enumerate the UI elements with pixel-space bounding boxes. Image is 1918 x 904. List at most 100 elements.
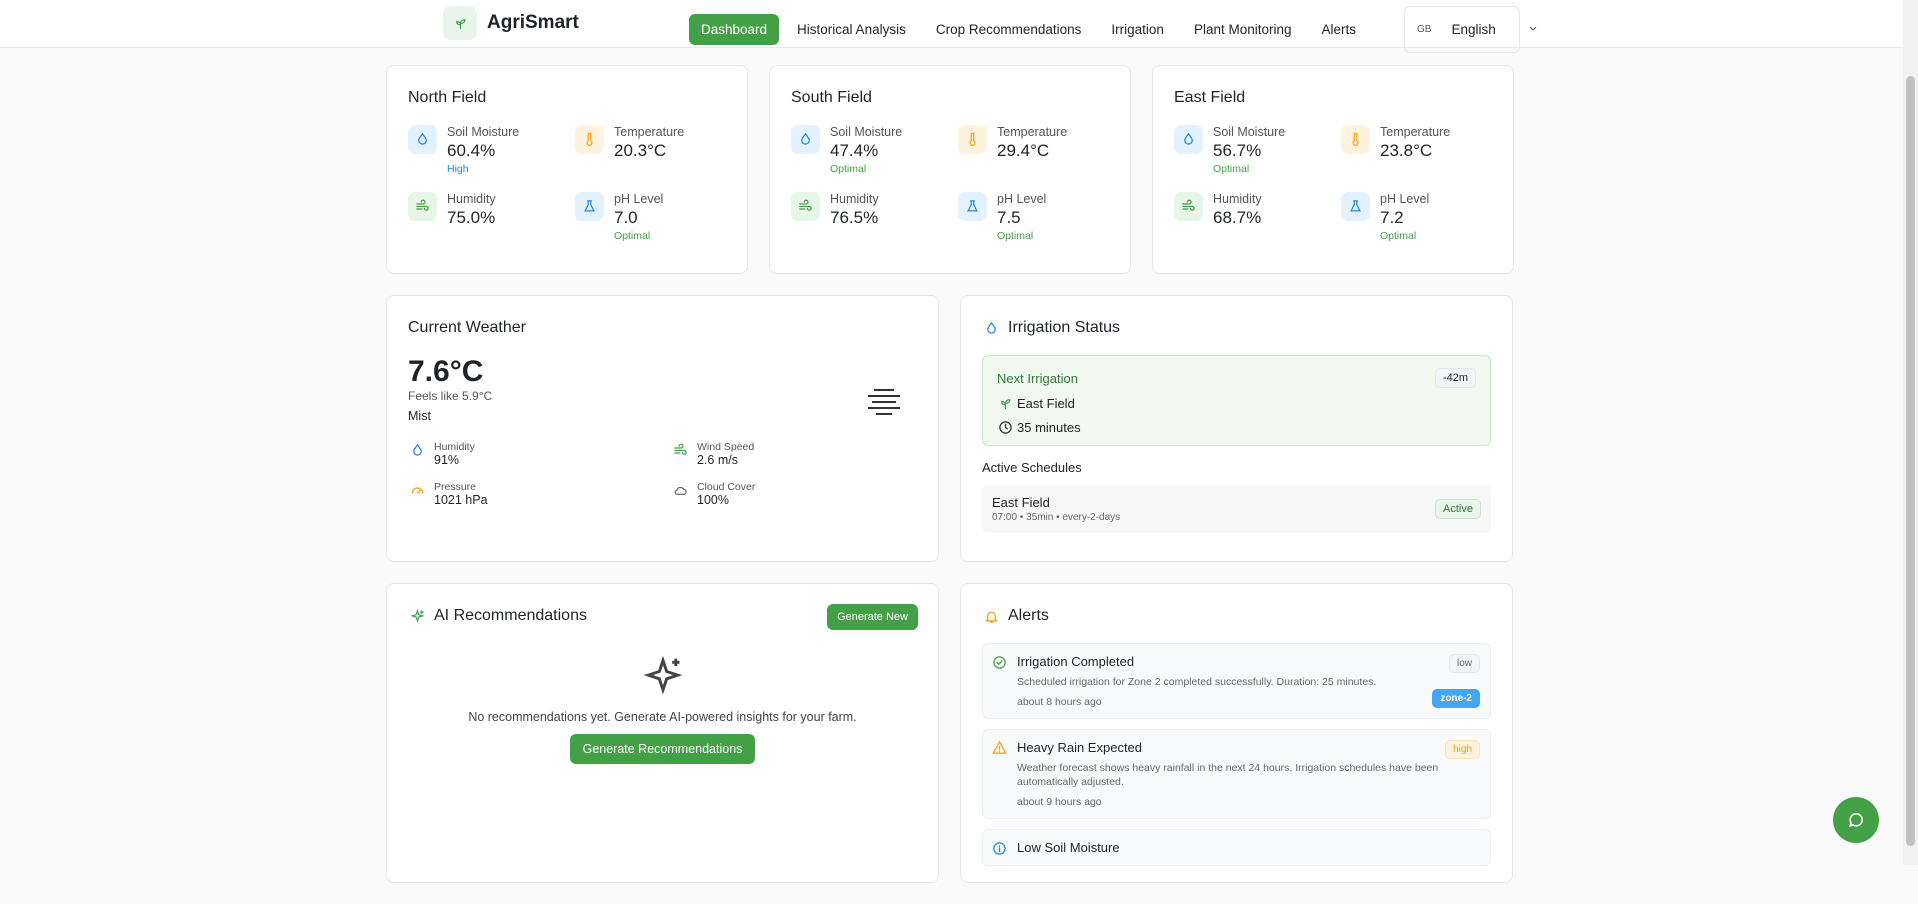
weather-stat: Cloud Cover 100% xyxy=(671,481,934,507)
next-field: East Field xyxy=(997,394,1476,412)
field-card: East Field Soil Moisture 56.7% Optimal Tempe… xyxy=(1152,65,1514,274)
metric: Soil Moisture 47.4% Optimal xyxy=(791,125,958,180)
metrics: Soil Moisture 56.7% Optimal Temperature 23.8… xyxy=(1174,125,1492,247)
stat-value: 1021 hPa xyxy=(434,493,488,507)
schedule-field: East Field xyxy=(992,495,1050,510)
metric-text: Soil Moisture 47.4% Optimal xyxy=(830,125,902,180)
title-text: AI Recommendations xyxy=(434,607,587,624)
icon xyxy=(958,125,987,154)
weather-icon xyxy=(864,386,904,421)
metric-value: 68.7% xyxy=(1213,208,1262,227)
metric-text: Humidity 75.0% xyxy=(447,192,496,247)
metric-text: Humidity 68.7% xyxy=(1213,192,1262,247)
metric: Temperature 23.8°C xyxy=(1341,125,1508,180)
icon xyxy=(408,192,437,221)
card-title: Alerts xyxy=(982,607,1491,625)
chat-button[interactable] xyxy=(1833,797,1879,843)
page: AgriSmart Dashboard Historical Analysis Cro… xyxy=(0,0,1918,883)
generate-recommendations[interactable]: Generate Recommendations xyxy=(569,734,756,764)
alert-title: Low Soil Moisture xyxy=(1017,840,1120,856)
nav-item[interactable]: Crop Recommendations xyxy=(935,22,1082,37)
metric-value: 23.8°C xyxy=(1380,141,1433,160)
nav-item[interactable]: Dashboard xyxy=(689,14,780,45)
icon xyxy=(575,125,604,154)
brand-name: AgriSmart xyxy=(487,12,579,33)
metric: pH Level 7.0 Optimal xyxy=(575,192,742,247)
metric: Humidity 76.5% xyxy=(791,192,958,247)
metric-value: 56.7% xyxy=(1213,141,1262,160)
weather-card: Current Weather 7.6°C Feels like 5.9°C Mist… xyxy=(386,295,939,562)
generate-new[interactable]: Generate New xyxy=(827,604,918,630)
stat-text: Cloud Cover 100% xyxy=(697,481,755,507)
field-row: North Field Soil Moisture 60.4% High Tempera… xyxy=(386,65,1514,274)
metric-label: Humidity xyxy=(447,192,496,206)
metric-status: Optimal xyxy=(614,230,651,242)
alert-time: about 9 hours ago xyxy=(1017,796,1102,809)
icon xyxy=(982,607,1000,625)
language: English xyxy=(1451,22,1496,37)
weather-stat: Humidity 91% xyxy=(408,441,671,467)
metric-value: 29.4°C xyxy=(997,141,1050,160)
card-title: East Field xyxy=(1174,89,1246,106)
metric-value: 7.5 xyxy=(997,208,1021,227)
header: AgriSmart Dashboard Historical Analysis Cro… xyxy=(0,0,1903,53)
metric: Temperature 29.4°C xyxy=(958,125,1125,180)
stat-value: 2.6 m/s xyxy=(697,453,738,467)
metric-value: 7.2 xyxy=(1380,208,1404,227)
nav-item[interactable]: Alerts xyxy=(1321,22,1357,37)
stat-value: 91% xyxy=(434,453,460,467)
metric-status: Optimal xyxy=(997,230,1034,242)
next-head: Next Irrigation -42m xyxy=(997,368,1476,388)
icon xyxy=(408,125,437,154)
scrollbar[interactable] xyxy=(1903,0,1918,865)
metric-text: Soil Moisture 60.4% High xyxy=(447,125,519,180)
feels-like: Feels like 5.9°C xyxy=(408,389,493,403)
metric-text: Temperature 29.4°C xyxy=(997,125,1067,180)
schedules-title: Active Schedules xyxy=(982,460,1082,475)
alert: Heavy Rain Expected high Weather forecast … xyxy=(982,728,1491,820)
language-select[interactable]: GB English xyxy=(1404,6,1537,53)
metric-status: High xyxy=(447,163,469,175)
metric-label: pH Level xyxy=(997,192,1047,206)
alert-tag: zone-2 xyxy=(1432,688,1480,708)
metric: Humidity 75.0% xyxy=(408,192,575,247)
nav-item[interactable]: Plant Monitoring xyxy=(1193,22,1292,37)
nav-item[interactable]: Historical Analysis xyxy=(797,22,906,37)
card-title: Current Weather xyxy=(408,319,526,336)
schedule-status: Active xyxy=(1435,499,1481,519)
scroll-thumb[interactable] xyxy=(1906,76,1915,846)
icon xyxy=(991,840,1007,856)
field-card: South Field Soil Moisture 47.4% Optimal Temp… xyxy=(769,65,1131,274)
nav-item[interactable]: Irrigation xyxy=(1111,22,1164,37)
metric-text: pH Level 7.2 Optimal xyxy=(1380,192,1429,247)
metric: Soil Moisture 56.7% Optimal xyxy=(1174,125,1341,180)
logo xyxy=(443,6,477,40)
stat-text: Pressure 1021 hPa xyxy=(434,481,488,507)
metrics: Soil Moisture 60.4% High Temperature 20.3°C H… xyxy=(408,125,726,247)
metric-label: Temperature xyxy=(614,125,685,139)
icon xyxy=(671,441,689,459)
empty-text: No recommendations yet. Generate AI-powe… xyxy=(468,710,857,724)
title-text: Irrigation Status xyxy=(1008,319,1121,336)
icon xyxy=(575,192,604,221)
alert-time: about 8 hours ago xyxy=(1017,695,1102,708)
icon xyxy=(982,319,1000,337)
alert: Low Soil Moisture xyxy=(982,829,1491,867)
metric: pH Level 7.2 Optimal xyxy=(1341,192,1508,247)
icon xyxy=(671,481,689,499)
metric-value: 20.3°C xyxy=(614,141,667,160)
next-duration: 35 minutes xyxy=(997,418,1476,436)
alert-severity: high xyxy=(1445,739,1480,759)
metric-value: 47.4% xyxy=(830,141,879,160)
icon xyxy=(408,481,426,499)
metric-label: Temperature xyxy=(1380,125,1451,139)
nav: Dashboard Historical Analysis Crop Recomme… xyxy=(689,6,1537,53)
metric-text: Temperature 23.8°C xyxy=(1380,125,1450,180)
metric-status: Optimal xyxy=(1380,230,1417,242)
icon xyxy=(408,441,426,459)
row-2: Current Weather 7.6°C Feels like 5.9°C Mist… xyxy=(386,295,1513,562)
metric-text: pH Level 7.5 Optimal xyxy=(997,192,1046,247)
metric-value: 76.5% xyxy=(830,208,879,227)
row-3: AI Recommendations Generate New No recomme… xyxy=(386,583,1513,883)
icon xyxy=(991,740,1007,756)
